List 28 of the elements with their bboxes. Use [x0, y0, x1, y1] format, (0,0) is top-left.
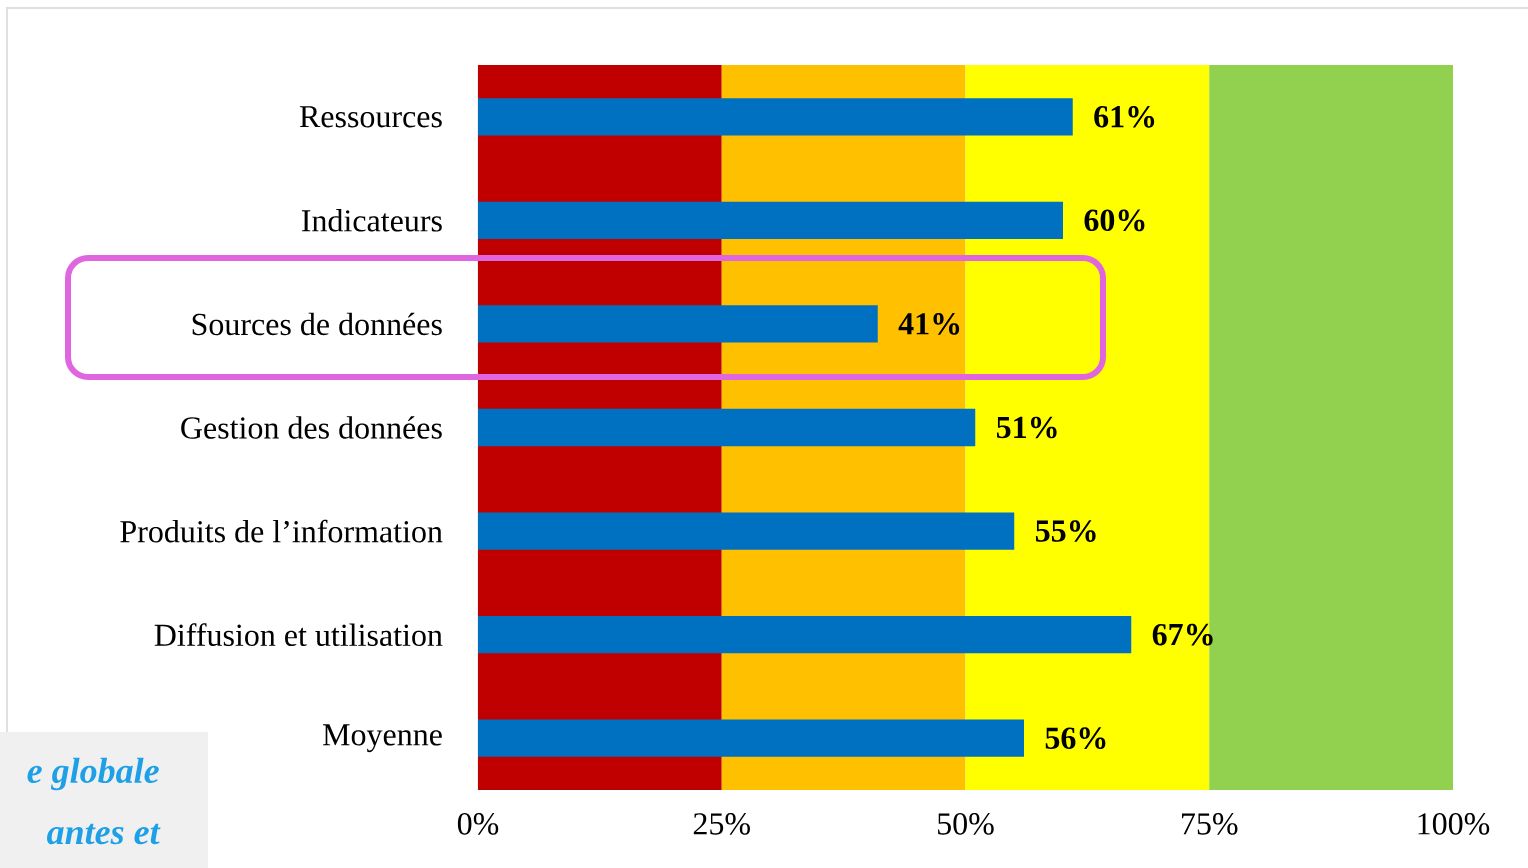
bar	[478, 305, 878, 343]
bar	[478, 719, 1024, 757]
x-tick-label: 75%	[1182, 813, 1238, 835]
data-label: 55%	[1035, 520, 1096, 542]
data-label: 56%	[1045, 727, 1106, 750]
y-tick-label: Gestion des données	[181, 416, 442, 439]
bar	[478, 98, 1073, 136]
bar	[478, 616, 1132, 654]
x-tick-label: 50%	[938, 813, 994, 835]
x-tick-label: 0%	[457, 813, 499, 835]
y-tick-label: Ressources	[299, 106, 442, 128]
y-tick-label: Produits de l’information	[120, 519, 443, 543]
y-tick-label: Sources de données	[192, 312, 442, 336]
x-tick-label: 100%	[1418, 813, 1490, 835]
bar	[478, 408, 976, 447]
data-label: 41%	[898, 313, 960, 335]
text: e globale	[27, 757, 159, 791]
bar	[478, 512, 1015, 550]
y-tick-label: Moyenne	[322, 724, 442, 753]
text: antes et	[47, 823, 161, 845]
data-label: 51%	[996, 416, 1057, 439]
data-label: 61%	[1094, 105, 1155, 128]
y-tick-label: Diffusion et utilisation	[154, 623, 443, 647]
data-label: 67%	[1152, 623, 1213, 646]
x-tick-label: 25%	[693, 813, 750, 835]
y-tick-label: Indicateurs	[301, 209, 442, 232]
bar	[478, 201, 1063, 240]
data-label: 60%	[1084, 209, 1145, 232]
